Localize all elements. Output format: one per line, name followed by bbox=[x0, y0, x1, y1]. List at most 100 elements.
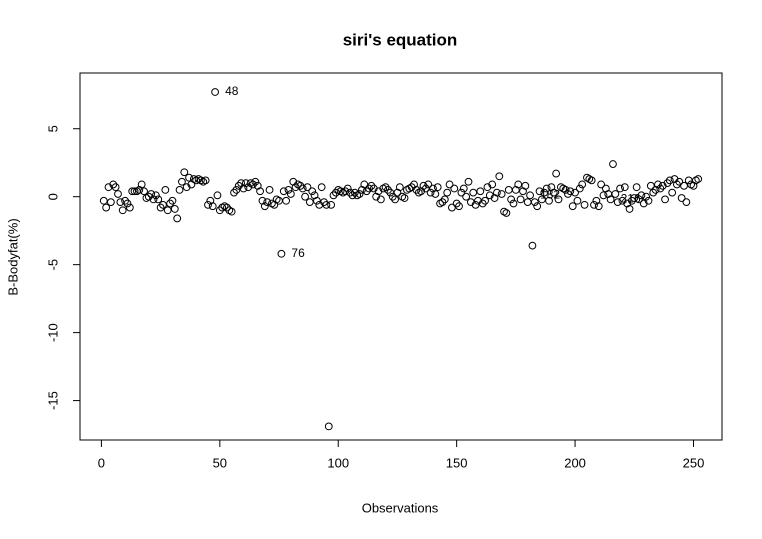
point bbox=[535, 187, 544, 196]
point bbox=[481, 196, 489, 205]
point bbox=[151, 191, 160, 200]
point bbox=[637, 191, 646, 200]
point bbox=[675, 177, 684, 186]
point bbox=[644, 196, 653, 205]
point bbox=[149, 195, 158, 204]
point bbox=[159, 200, 167, 209]
point bbox=[367, 181, 376, 190]
y-tick-label: -5 bbox=[45, 259, 60, 271]
point bbox=[580, 200, 589, 209]
point bbox=[599, 191, 608, 200]
point bbox=[575, 184, 584, 193]
point bbox=[341, 187, 350, 196]
point bbox=[680, 181, 688, 190]
point bbox=[554, 195, 563, 204]
point bbox=[376, 195, 385, 204]
point bbox=[395, 183, 404, 192]
point bbox=[495, 172, 504, 181]
point bbox=[106, 198, 115, 207]
point bbox=[549, 188, 558, 197]
x-tick-label: 200 bbox=[564, 455, 586, 470]
point bbox=[166, 199, 174, 208]
point bbox=[400, 194, 409, 202]
point bbox=[320, 198, 328, 207]
point bbox=[552, 169, 561, 178]
point bbox=[130, 187, 139, 196]
point bbox=[533, 202, 542, 211]
point bbox=[161, 185, 170, 194]
point bbox=[443, 188, 452, 197]
point bbox=[348, 191, 357, 200]
point bbox=[284, 185, 293, 194]
point bbox=[514, 180, 523, 189]
point bbox=[668, 188, 677, 197]
point bbox=[114, 190, 122, 198]
point bbox=[445, 180, 454, 189]
point bbox=[204, 200, 212, 209]
point bbox=[223, 203, 231, 212]
point bbox=[606, 195, 615, 204]
point bbox=[578, 180, 587, 189]
point bbox=[125, 203, 134, 212]
point bbox=[628, 196, 636, 205]
point bbox=[656, 184, 665, 193]
point bbox=[564, 190, 572, 198]
point bbox=[291, 183, 300, 192]
point bbox=[661, 195, 669, 204]
y-tick-label: -15 bbox=[45, 391, 60, 410]
point bbox=[168, 196, 177, 205]
point bbox=[635, 195, 643, 204]
point bbox=[448, 203, 456, 212]
point bbox=[303, 183, 312, 192]
point bbox=[433, 183, 442, 192]
point bbox=[140, 187, 148, 196]
point bbox=[251, 177, 260, 186]
point bbox=[538, 195, 546, 204]
point bbox=[431, 190, 440, 198]
point bbox=[476, 187, 485, 196]
point bbox=[611, 190, 620, 198]
point bbox=[452, 199, 461, 208]
point bbox=[301, 192, 309, 201]
point bbox=[504, 185, 513, 194]
point bbox=[227, 207, 236, 216]
point bbox=[426, 188, 435, 197]
point bbox=[381, 183, 390, 192]
point bbox=[471, 200, 480, 209]
point bbox=[493, 188, 501, 197]
point bbox=[457, 188, 466, 197]
point bbox=[384, 185, 392, 194]
y-tick-label: 0 bbox=[45, 193, 60, 200]
point bbox=[502, 209, 511, 217]
point bbox=[391, 195, 399, 204]
point bbox=[507, 195, 516, 204]
point bbox=[308, 187, 317, 196]
point bbox=[137, 180, 146, 189]
point bbox=[343, 184, 352, 193]
point bbox=[597, 180, 606, 189]
point bbox=[265, 185, 274, 194]
point bbox=[440, 195, 449, 204]
point bbox=[530, 198, 539, 207]
point bbox=[296, 181, 305, 190]
point bbox=[455, 202, 463, 211]
point bbox=[587, 176, 596, 185]
point bbox=[305, 198, 314, 207]
point bbox=[163, 206, 172, 215]
point bbox=[102, 203, 111, 212]
point bbox=[99, 196, 108, 205]
point bbox=[313, 196, 321, 205]
point bbox=[450, 184, 459, 193]
point bbox=[488, 180, 497, 189]
point bbox=[111, 183, 120, 192]
point bbox=[464, 177, 473, 186]
point bbox=[478, 199, 487, 208]
point bbox=[123, 199, 132, 208]
point bbox=[109, 180, 118, 189]
point bbox=[540, 188, 549, 197]
point bbox=[616, 184, 624, 193]
point bbox=[185, 173, 193, 182]
point bbox=[298, 184, 307, 193]
